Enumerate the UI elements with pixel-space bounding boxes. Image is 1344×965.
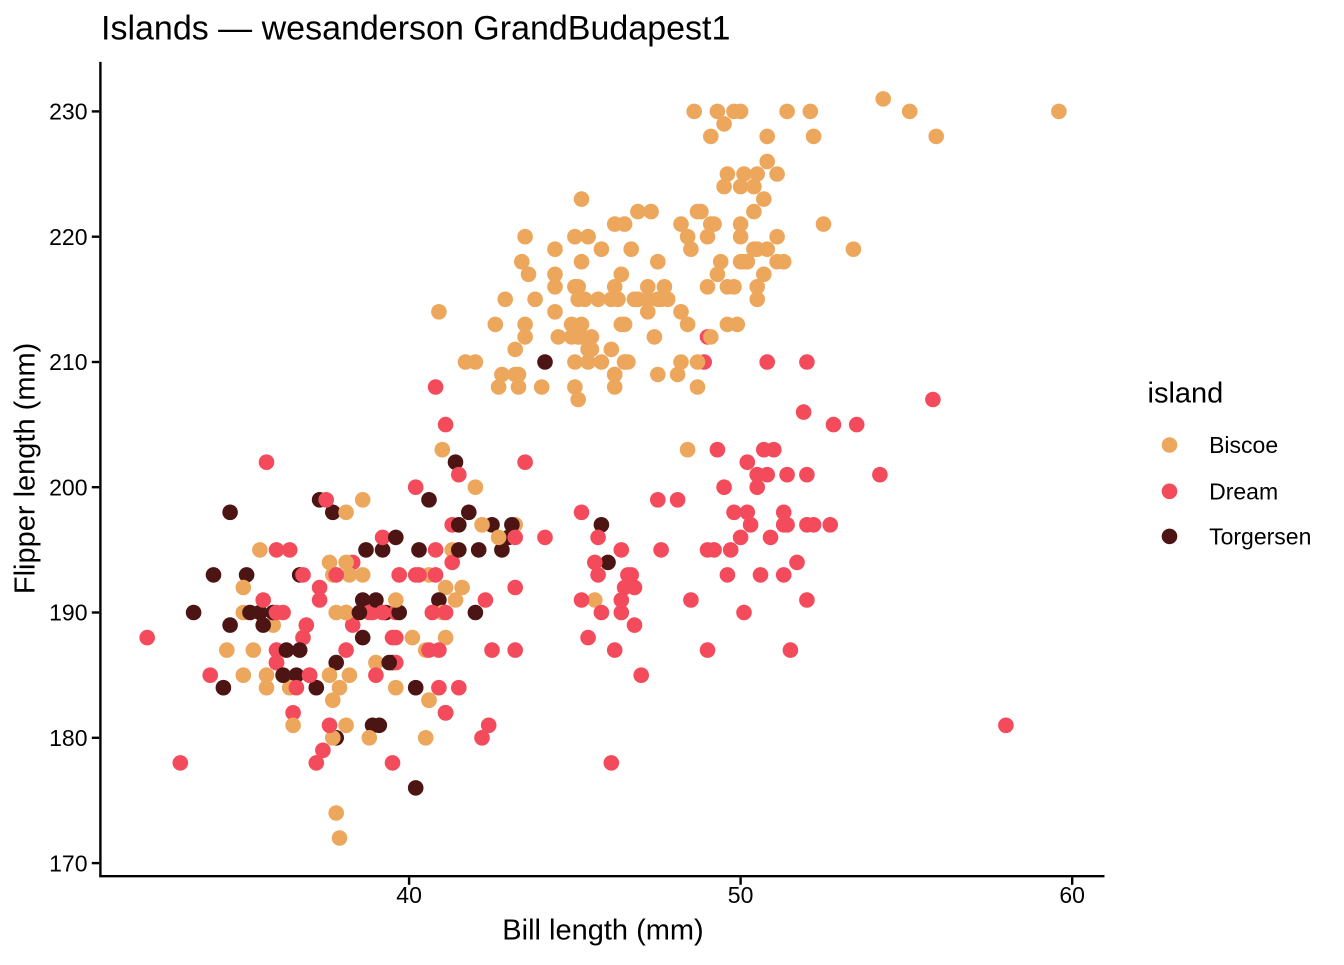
svg-text:220: 220 [49, 224, 87, 250]
svg-text:50: 50 [728, 882, 754, 908]
svg-text:Dream: Dream [1209, 478, 1278, 504]
svg-text:60: 60 [1059, 882, 1085, 908]
svg-text:island: island [1148, 378, 1224, 410]
svg-text:Biscoe: Biscoe [1209, 432, 1278, 458]
svg-text:210: 210 [49, 349, 87, 375]
svg-text:190: 190 [49, 600, 87, 626]
svg-text:40: 40 [396, 882, 422, 908]
svg-text:200: 200 [49, 474, 87, 500]
svg-text:230: 230 [49, 99, 87, 125]
svg-text:Flipper length (mm): Flipper length (mm) [10, 343, 42, 594]
svg-text:180: 180 [49, 725, 87, 751]
svg-text:Bill length (mm): Bill length (mm) [502, 915, 703, 947]
svg-text:Torgersen: Torgersen [1209, 524, 1311, 550]
svg-text:170: 170 [49, 850, 87, 876]
svg-text:Islands — wesanderson GrandBud: Islands — wesanderson GrandBudapest1 [101, 10, 730, 48]
